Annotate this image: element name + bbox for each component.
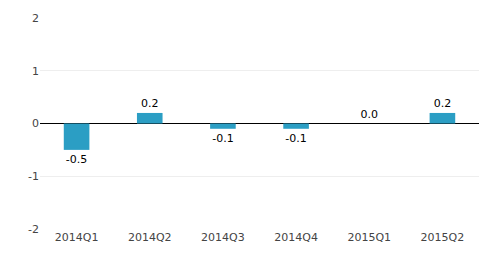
svg-text:2015Q2: 2015Q2: [421, 231, 465, 244]
svg-text:-0.1: -0.1: [212, 132, 233, 145]
svg-text:0: 0: [32, 117, 39, 130]
svg-text:2014Q2: 2014Q2: [128, 231, 172, 244]
svg-text:1: 1: [32, 65, 39, 78]
svg-text:2014Q3: 2014Q3: [201, 231, 245, 244]
svg-text:2015Q1: 2015Q1: [347, 231, 391, 244]
svg-text:-0.5: -0.5: [66, 153, 87, 166]
svg-text:2014Q4: 2014Q4: [274, 231, 318, 244]
svg-text:2014Q1: 2014Q1: [55, 231, 99, 244]
svg-text:0.2: 0.2: [141, 97, 159, 110]
svg-text:-1: -1: [28, 170, 39, 183]
svg-text:-2: -2: [28, 223, 39, 236]
svg-text:2: 2: [32, 12, 39, 25]
svg-text:-0.1: -0.1: [285, 132, 306, 145]
svg-text:0.0: 0.0: [361, 108, 379, 121]
svg-text:0.2: 0.2: [434, 97, 452, 110]
